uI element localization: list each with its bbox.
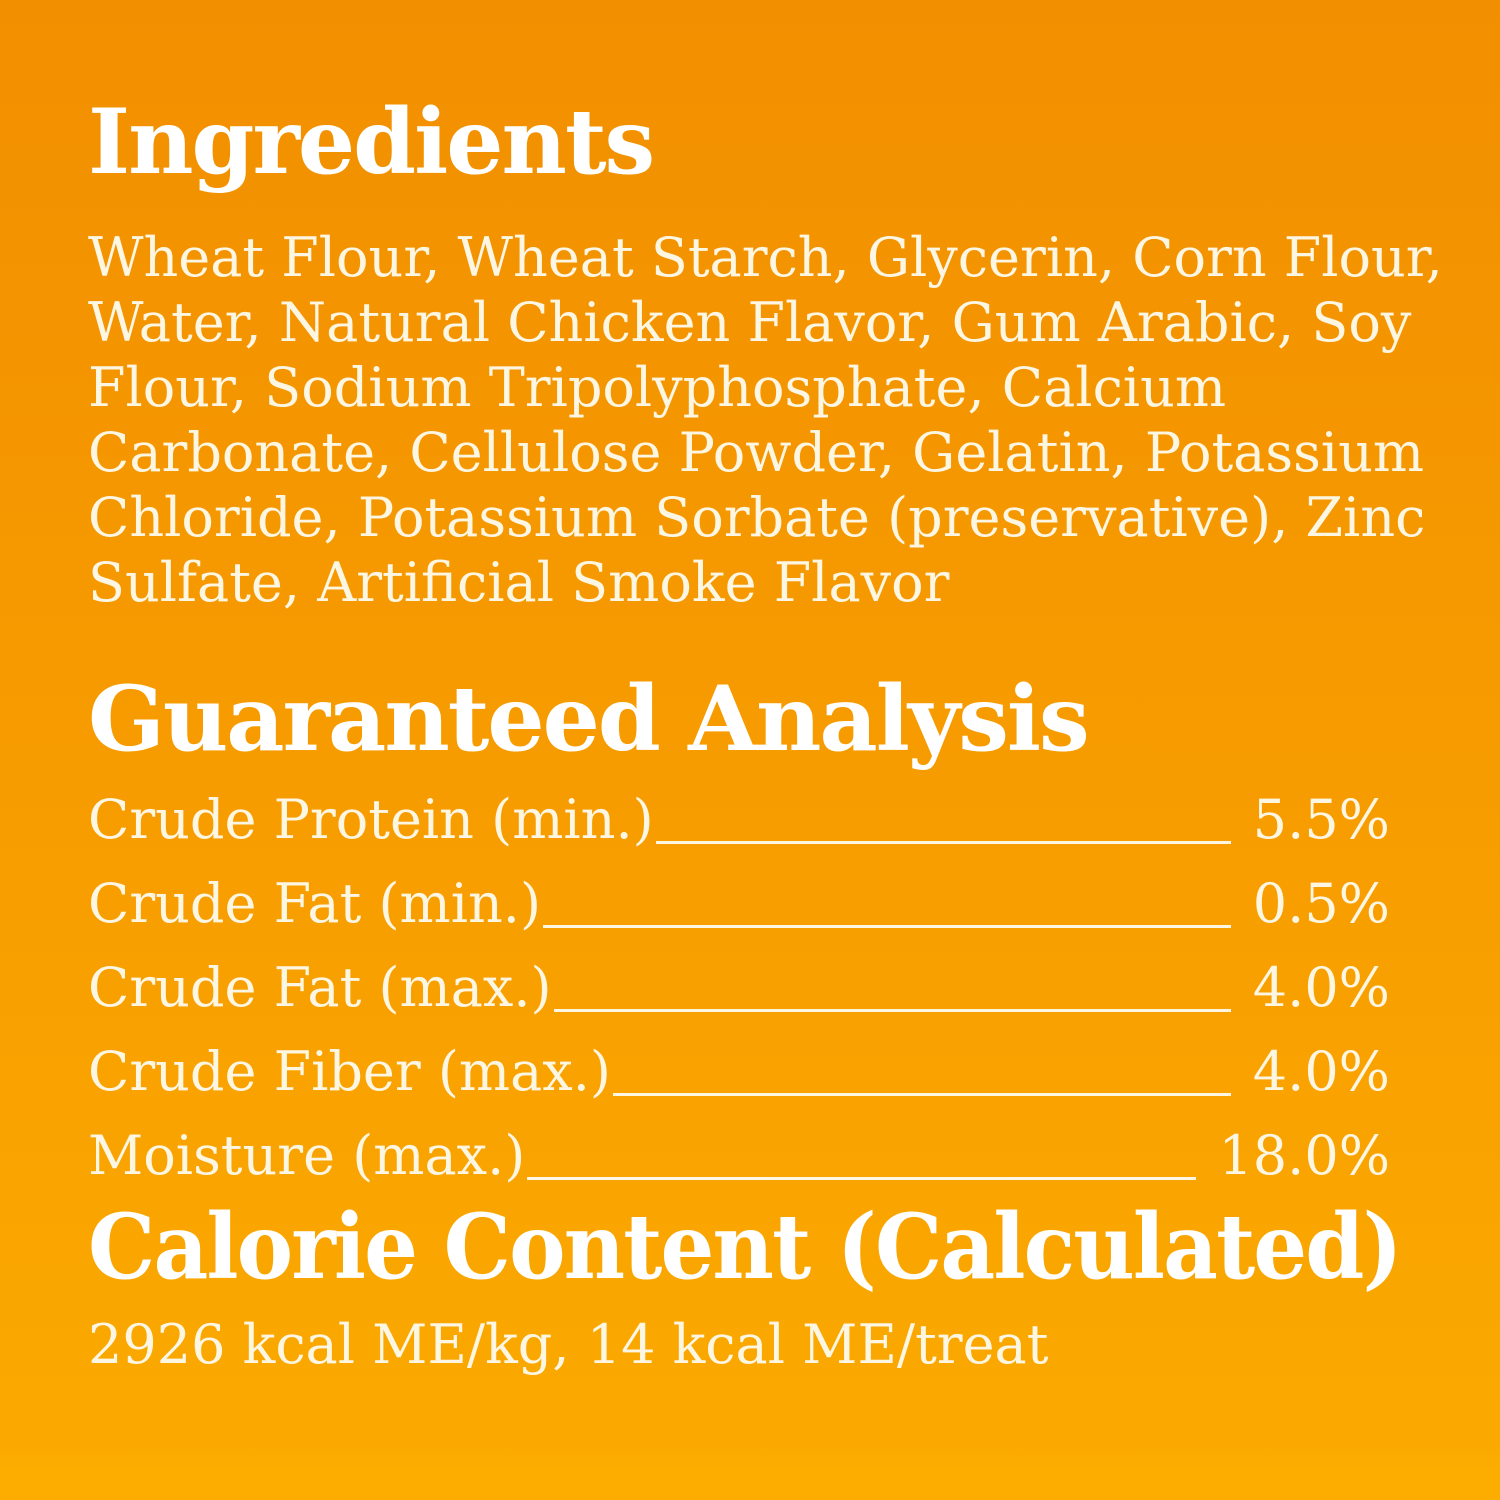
guaranteed-analysis-table: Crude Protein (min.) 5.5% Crude Fat (min…: [88, 778, 1390, 1198]
analysis-row-value: 18.0%: [1218, 1124, 1390, 1187]
analysis-row-label: Crude Fiber (max.): [88, 1040, 611, 1103]
analysis-row-label: Crude Fat (min.): [88, 872, 542, 935]
ingredients-line: Carbonate, Cellulose Powder, Gelatin, Po…: [88, 421, 1425, 484]
guaranteed-analysis-heading: Guaranteed Analysis: [88, 666, 1090, 772]
analysis-row-value: 4.0%: [1252, 1040, 1390, 1103]
ingredients-line: Sulfate, Artificial Smoke Flavor: [88, 551, 950, 614]
analysis-row-label: Crude Protein (min.): [88, 788, 654, 851]
leader-line: [613, 1093, 1231, 1096]
analysis-row-crude-fiber-max: Crude Fiber (max.) 4.0%: [88, 1030, 1390, 1114]
analysis-row-label: Crude Fat (max.): [88, 956, 552, 1019]
analysis-row-moisture-max: Moisture (max.) 18.0%: [88, 1114, 1390, 1198]
calorie-content-heading: Calorie Content (Calculated): [88, 1194, 1403, 1300]
leader-line: [553, 1009, 1231, 1012]
analysis-row-value: 5.5%: [1252, 788, 1390, 851]
analysis-row-value: 0.5%: [1252, 872, 1390, 935]
ingredients-line: Chloride, Potassium Sorbate (preservativ…: [88, 486, 1426, 549]
analysis-row-crude-fat-max: Crude Fat (max.) 4.0%: [88, 946, 1390, 1030]
leader-line: [527, 1177, 1197, 1180]
leader-line: [543, 925, 1231, 928]
analysis-row-crude-fat-min: Crude Fat (min.) 0.5%: [88, 862, 1390, 946]
ingredients-list: Wheat Flour, Wheat Starch, Glycerin, Cor…: [88, 225, 1443, 615]
ingredients-line: Wheat Flour, Wheat Starch, Glycerin, Cor…: [88, 226, 1443, 289]
calorie-content-value: 2926 kcal ME/kg, 14 kcal ME/treat: [88, 1313, 1049, 1376]
leader-line: [655, 841, 1231, 844]
ingredients-line: Flour, Sodium Tripolyphosphate, Calcium: [88, 356, 1227, 419]
analysis-row-value: 4.0%: [1252, 956, 1390, 1019]
ingredients-heading: Ingredients: [88, 89, 655, 195]
analysis-row-label: Moisture (max.): [88, 1124, 526, 1187]
analysis-row-crude-protein-min: Crude Protein (min.) 5.5%: [88, 778, 1390, 862]
ingredients-line: Water, Natural Chicken Flavor, Gum Arabi…: [88, 291, 1412, 354]
